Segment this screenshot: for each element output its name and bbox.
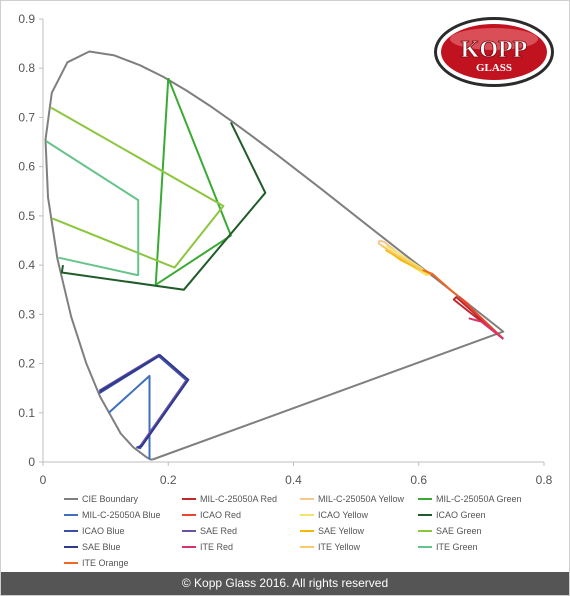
legend-label: ICAO Blue xyxy=(82,526,125,536)
legend-item-sae-green: SAE Green xyxy=(418,526,536,536)
x-tick-label: 0.2 xyxy=(160,473,177,487)
legend-swatch xyxy=(418,530,432,532)
series-line-ite-red xyxy=(468,317,504,340)
legend-label: MIL-C-25050A Blue xyxy=(82,510,161,520)
legend-label: ICAO Yellow xyxy=(318,510,369,520)
legend-item-icao-blue: ICAO Blue xyxy=(64,526,182,536)
legend-swatch xyxy=(300,530,314,532)
y-tick-label: 0.9 xyxy=(18,12,35,26)
series-line-ite-orange xyxy=(422,269,459,297)
legend-item-icao-green: ICAO Green xyxy=(418,510,536,520)
series-line-icao-blue xyxy=(98,355,188,450)
legend-label: SAE Yellow xyxy=(318,526,365,536)
legend-swatch xyxy=(64,498,78,500)
legend-item-ite-orange: ITE Orange xyxy=(64,558,182,568)
legend-item-sae-red: SAE Red xyxy=(182,526,300,536)
series-line-sae-blue xyxy=(98,354,190,449)
x-tick-label: 0.6 xyxy=(410,473,427,487)
legend-item-sae-blue: SAE Blue xyxy=(64,542,182,552)
y-tick-label: 0.4 xyxy=(18,258,35,272)
legend-label: ICAO Green xyxy=(436,510,486,520)
y-tick-label: 0.6 xyxy=(18,160,35,174)
legend-item-mil-c-25050a-green: MIL-C-25050A Green xyxy=(418,494,536,504)
legend-item-mil-c-25050a-blue: MIL-C-25050A Blue xyxy=(64,510,182,520)
legend-label: MIL-C-25050A Yellow xyxy=(318,494,405,504)
legend-swatch xyxy=(182,530,196,532)
legend-label: ITE Red xyxy=(200,542,234,552)
legend-swatch xyxy=(182,514,196,516)
legend-label: MIL-C-25050A Red xyxy=(200,494,278,504)
legend-label: CIE Boundary xyxy=(82,494,139,504)
legend-label: ITE Orange xyxy=(82,558,129,568)
series-line-mil-c-25050a-red xyxy=(452,296,504,340)
series-line-icao-red xyxy=(458,296,504,340)
y-tick-label: 0 xyxy=(28,455,35,469)
legend-swatch xyxy=(300,498,314,500)
legend-label: ICAO Red xyxy=(200,510,242,520)
legend-swatch xyxy=(418,546,432,548)
series-line-ite-green xyxy=(45,140,140,276)
legend-item-cie-boundary: CIE Boundary xyxy=(64,494,182,504)
copyright-footer: © Kopp Glass 2016. All rights reserved xyxy=(1,572,569,595)
series-line-sae-green xyxy=(50,106,225,269)
legend-item-mil-c-25050a-yellow: MIL-C-25050A Yellow xyxy=(300,494,418,504)
legend-item-icao-yellow: ICAO Yellow xyxy=(300,510,418,520)
series-line-mil-c-25050a-blue xyxy=(108,374,151,460)
legend-item-icao-red: ICAO Red xyxy=(182,510,300,520)
legend-swatch xyxy=(300,514,314,516)
legend-item-ite-yellow: ITE Yellow xyxy=(300,542,418,552)
legend-item-sae-yellow: SAE Yellow xyxy=(300,526,418,536)
y-tick-label: 0.3 xyxy=(18,307,35,321)
x-tick-label: 0.8 xyxy=(536,473,553,487)
y-tick-label: 0.1 xyxy=(18,406,35,420)
legend-item-ite-red: ITE Red xyxy=(182,542,300,552)
legend-label: SAE Blue xyxy=(82,542,121,552)
legend-swatch xyxy=(418,514,432,516)
kopp-glass-logo: KOPP GLASS xyxy=(433,15,555,89)
logo-text-glass: GLASS xyxy=(476,62,512,74)
legend-label: ITE Yellow xyxy=(318,542,361,552)
legend-label: ITE Green xyxy=(436,542,478,552)
legend-item-mil-c-25050a-red: MIL-C-25050A Red xyxy=(182,494,300,504)
series-line-mil-c-25050a-green xyxy=(154,77,232,286)
series-line-cie-boundary xyxy=(44,50,505,461)
legend-swatch xyxy=(64,514,78,516)
legend-item-ite-green: ITE Green xyxy=(418,542,536,552)
y-tick-label: 0.5 xyxy=(18,209,35,223)
legend-label: SAE Red xyxy=(200,526,238,536)
series-line-icao-green xyxy=(60,121,267,291)
x-tick-label: 0 xyxy=(40,473,47,487)
legend-label: MIL-C-25050A Green xyxy=(436,494,522,504)
legend-swatch xyxy=(64,546,78,548)
legend-swatch xyxy=(64,530,78,532)
legend-swatch xyxy=(418,498,432,500)
x-tick-label: 0.4 xyxy=(285,473,302,487)
series-line-ite-yellow xyxy=(380,244,423,271)
legend-swatch xyxy=(64,562,78,564)
logo-emblem: KOPP GLASS xyxy=(434,17,554,87)
chart-legend: CIE Boundary MIL-C-25050A Red MIL-C-25050A… xyxy=(64,494,544,568)
y-tick-label: 0.8 xyxy=(18,61,35,75)
legend-swatch xyxy=(182,546,196,548)
logo-text-kopp: KOPP xyxy=(461,37,528,63)
y-tick-label: 0.7 xyxy=(18,110,35,124)
legend-swatch xyxy=(182,498,196,500)
legend-swatch xyxy=(300,546,314,548)
legend-label: SAE Green xyxy=(436,526,482,536)
y-tick-label: 0.2 xyxy=(18,357,35,371)
cie-chromaticity-chart: 0 0.1 0.2 0.3 0.4 0.5 0.6 0.7 0.8 0.9 0 0.2 0.4 0.6 0.… xyxy=(18,12,553,487)
